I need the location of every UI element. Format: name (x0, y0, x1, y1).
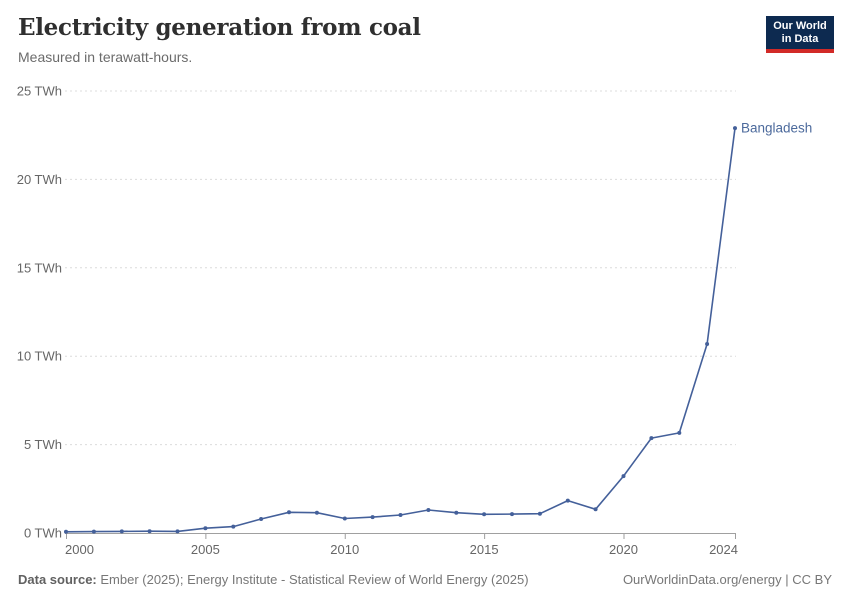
owid-logo: Our World in Data (766, 16, 834, 53)
data-point[interactable] (259, 517, 264, 521)
owid-logo-line2: in Data (781, 33, 819, 45)
data-point[interactable] (510, 512, 514, 517)
data-source-text: Ember (2025); Energy Institute - Statist… (96, 572, 529, 587)
owid-logo-line1: Our World (773, 20, 827, 32)
data-line[interactable] (65, 127, 736, 533)
data-point[interactable] (398, 513, 403, 517)
data-point[interactable] (454, 510, 459, 515)
data-point[interactable] (565, 498, 570, 503)
data-point[interactable] (342, 516, 347, 521)
x-tick-label: 2020 (609, 542, 638, 557)
y-tick-label: 20 TWh (17, 172, 62, 187)
page-subtitle: Measured in terawatt-hours. (18, 48, 193, 65)
y-tick-label: 15 TWh (17, 260, 62, 275)
y-tick-label: 10 TWh (17, 349, 62, 364)
footer-data-source: Data source: Ember (2025); Energy Instit… (18, 572, 529, 587)
chart-footer: Data source: Ember (2025); Energy Instit… (18, 572, 832, 587)
data-point[interactable] (175, 529, 180, 534)
y-tick-label: 0 TWh (24, 526, 62, 541)
data-source-label: Data source: (18, 572, 97, 587)
chart-header: Electricity generation from coal Measure… (18, 14, 730, 65)
x-tick-label: 2010 (330, 542, 359, 557)
data-point[interactable] (426, 508, 431, 512)
data-point[interactable] (91, 529, 96, 534)
data-point[interactable] (370, 515, 375, 520)
data-point[interactable] (677, 430, 682, 435)
data-point[interactable] (705, 342, 710, 346)
entity-label[interactable]: Bangladesh (741, 121, 812, 136)
data-point[interactable] (203, 526, 208, 531)
x-tick-label: 2000 (65, 542, 94, 557)
data-point[interactable] (314, 510, 319, 515)
footer-credit: OurWorldinData.org/energy | CC BY (622, 572, 832, 587)
data-point[interactable] (649, 436, 654, 441)
data-point[interactable] (593, 507, 598, 512)
data-point[interactable] (482, 512, 487, 517)
data-point[interactable] (119, 529, 124, 534)
page-title: Electricity generation from coal (18, 14, 421, 41)
data-point[interactable] (621, 474, 626, 479)
data-point[interactable] (64, 529, 68, 534)
x-tick-label: 2005 (191, 542, 220, 557)
data-point[interactable] (231, 524, 236, 529)
x-tick-label: 2015 (470, 542, 499, 557)
data-point[interactable] (287, 510, 291, 515)
data-point[interactable] (147, 529, 152, 534)
y-tick-label: 25 TWh (17, 84, 62, 99)
y-tick-label: 5 TWh (24, 437, 62, 452)
x-tick-label: 2024 (709, 542, 738, 557)
data-point[interactable] (733, 126, 737, 131)
data-point[interactable] (537, 511, 542, 516)
